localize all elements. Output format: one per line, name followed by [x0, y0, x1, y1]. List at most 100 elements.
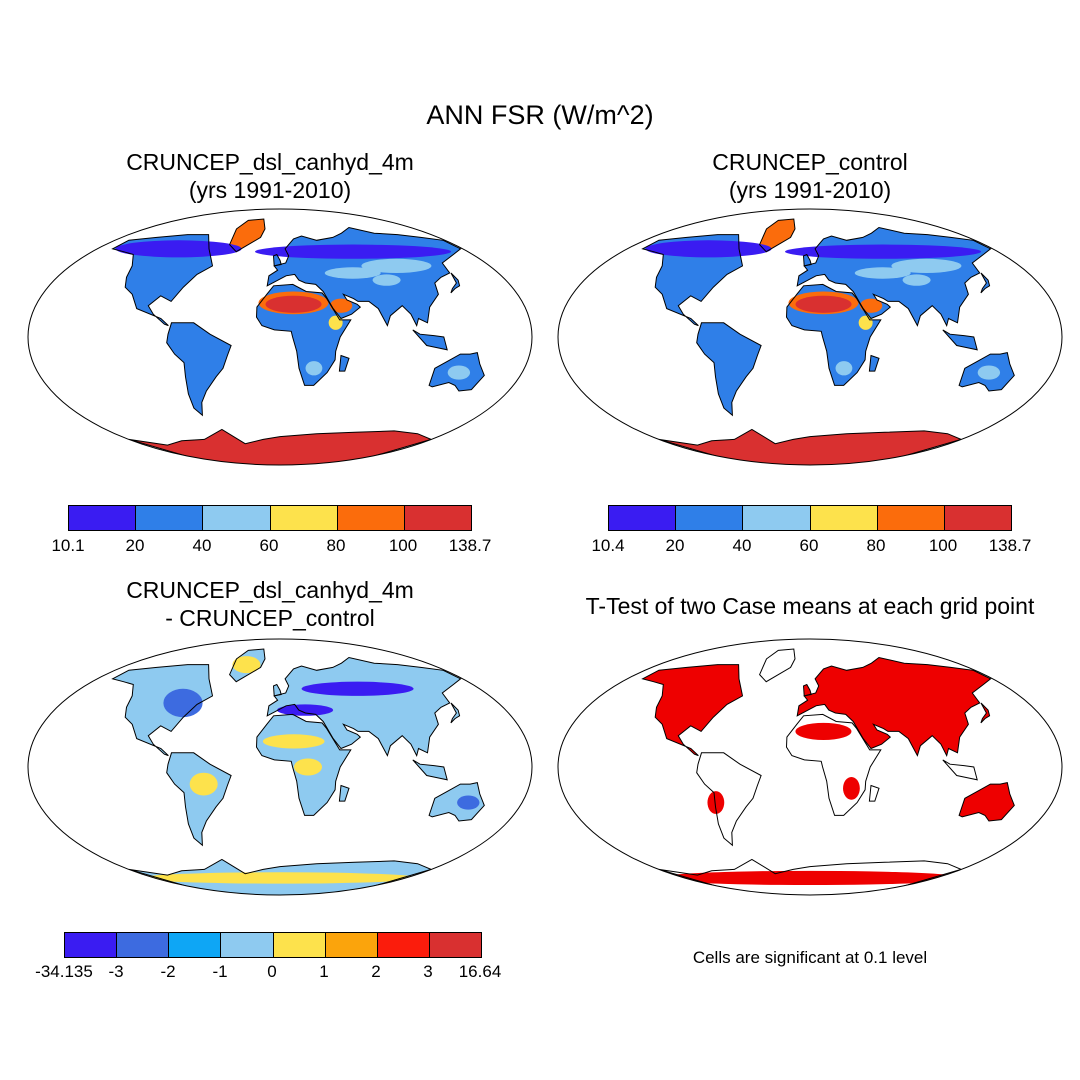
- coastline: [658, 428, 963, 465]
- land-fill: [696, 322, 762, 416]
- field-blob: [645, 240, 772, 258]
- map-panel-control: [557, 208, 1063, 466]
- land-fill: [412, 759, 448, 780]
- coastline: [942, 329, 978, 351]
- field-blob: [255, 244, 452, 259]
- land-fill: [429, 782, 485, 821]
- panel-title-1-line1: CRUNCEP_dsl_canhyd_4m: [126, 149, 414, 175]
- coastline: [796, 226, 992, 328]
- coastline: [255, 713, 352, 816]
- coastline: [450, 702, 461, 724]
- coastline: [958, 782, 1015, 822]
- coastline: [785, 283, 882, 386]
- colorbar-swatch: [69, 506, 137, 530]
- field-blob: [189, 772, 218, 796]
- coastline: [229, 648, 266, 683]
- coastline: [980, 272, 991, 294]
- main-title: ANN FSR (W/m^2): [426, 100, 654, 130]
- field-blob: [329, 298, 353, 313]
- colorbar-tick-label: 20: [125, 536, 145, 555]
- coastline: [696, 752, 762, 847]
- land-fill: [112, 664, 213, 756]
- field-blob: [262, 734, 325, 749]
- field-blob: [795, 295, 852, 313]
- map-border: [557, 208, 1063, 466]
- land-fill: [166, 752, 232, 846]
- colorbar-swatch: [221, 933, 274, 957]
- coastline: [641, 664, 744, 757]
- coastline: [868, 784, 880, 802]
- colorbar-control: [608, 505, 1012, 531]
- colorbar-swatch: [325, 933, 378, 957]
- field-blob: [163, 688, 203, 718]
- map-border: [27, 638, 533, 896]
- colorbar-tick-label: -1: [212, 962, 228, 981]
- land-fill: [267, 657, 461, 756]
- field-blob: [854, 267, 911, 279]
- coastline: [166, 752, 232, 847]
- significant-blob: [656, 870, 964, 886]
- colorbar-tick-label: 138.7: [988, 536, 1032, 555]
- colorbar-tick-label: 60: [799, 536, 819, 555]
- colorbar-swatch: [169, 933, 222, 957]
- field-blob: [902, 274, 931, 286]
- field-blob: [859, 298, 883, 313]
- coastline: [958, 352, 1015, 392]
- colorbar-tick-label: 80: [866, 536, 886, 555]
- significant-blob: [843, 776, 860, 800]
- field-blob: [115, 240, 242, 258]
- coastline: [255, 283, 352, 386]
- colorbar-swatch: [203, 506, 271, 530]
- significant-cells: [803, 684, 812, 696]
- panel-title-3: CRUNCEP_dsl_canhyd_4m - CRUNCEP_control: [120, 576, 420, 632]
- colorbar-tick-label: 20: [665, 536, 685, 555]
- field-blob: [835, 361, 853, 376]
- panel-title-4-line1: T-Test of two Case means at each grid po…: [585, 593, 1035, 619]
- field-blob: [232, 656, 261, 674]
- coastline: [166, 322, 232, 417]
- coastline: [450, 272, 461, 294]
- coastline: [658, 858, 963, 895]
- colorbar-swatch: [117, 933, 170, 957]
- colorbar-swatch: [404, 506, 472, 530]
- colorbar-swatch: [136, 506, 204, 530]
- map-content: [111, 648, 485, 895]
- colorbar-tick-label: -3: [108, 962, 124, 981]
- colorbar-tick-label: 2: [371, 962, 381, 981]
- colorbar-swatch: [743, 506, 811, 530]
- land-fill: [339, 785, 349, 802]
- colorbar-tick-label: 3: [423, 962, 433, 981]
- colorbar-swatch: [609, 506, 677, 530]
- colorbar-swatch: [65, 933, 118, 957]
- coastline: [428, 352, 485, 392]
- colorbar-tick-label: 60: [259, 536, 279, 555]
- panel-title-2: CRUNCEP_control (yrs 1991-2010): [660, 148, 960, 204]
- field-blob: [361, 258, 432, 273]
- map-content: [641, 218, 1015, 465]
- field-blob: [785, 244, 982, 259]
- colorbar-swatch: [676, 506, 744, 530]
- colorbar-swatch: [429, 933, 481, 957]
- land-fill: [339, 355, 349, 372]
- coastline: [229, 218, 266, 253]
- significant-blob: [707, 791, 725, 814]
- land-fill: [166, 322, 232, 416]
- coastline: [338, 784, 350, 802]
- colorbar-tick-label: 40: [732, 536, 752, 555]
- land-fill: [942, 329, 978, 350]
- colorbar-case: [68, 505, 472, 531]
- land-fill: [273, 684, 282, 696]
- coastline: [272, 253, 282, 267]
- field-blob: [265, 295, 322, 313]
- colorbar-difference: [64, 932, 482, 958]
- panel-title-4: T-Test of two Case means at each grid po…: [560, 592, 1060, 620]
- panel-title-2-line1: CRUNCEP_control: [712, 149, 908, 175]
- field-blob: [294, 758, 322, 776]
- panel-title-1: CRUNCEP_dsl_canhyd_4m (yrs 1991-2010): [120, 148, 420, 204]
- coastline: [641, 234, 744, 327]
- land-fill: [412, 329, 448, 350]
- land-fill: [642, 234, 743, 326]
- significance-note: Cells are significant at 0.1 level: [692, 948, 928, 967]
- colorbar-swatch: [877, 506, 945, 530]
- coastline: [272, 683, 282, 697]
